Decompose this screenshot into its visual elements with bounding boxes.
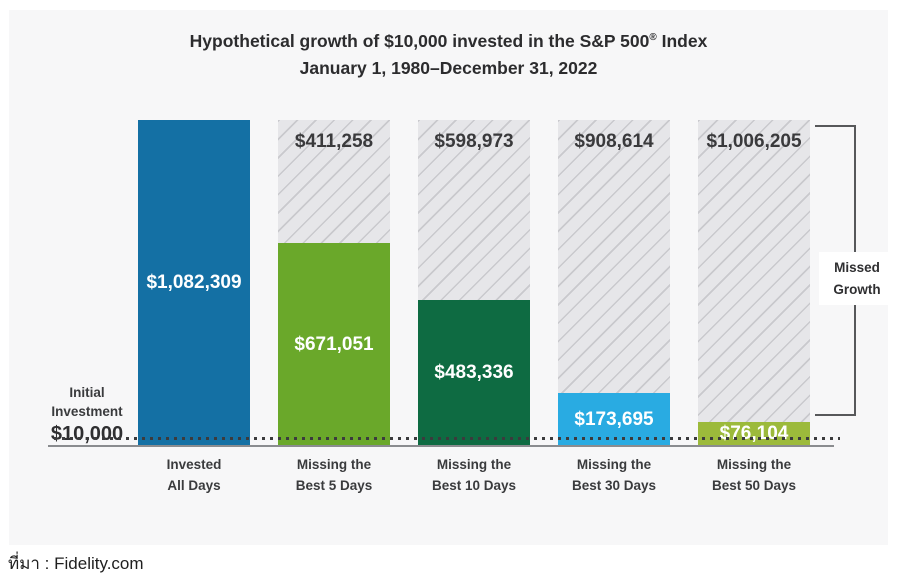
- bar-solid-segment: $173,695: [558, 393, 670, 445]
- bar-4: $908,614 $173,695: [558, 120, 670, 445]
- missed-growth-hatched-segment: $908,614: [558, 120, 670, 393]
- missed-growth-hatched-segment: $411,258: [278, 120, 390, 243]
- bar-solid-segment: $671,051: [278, 243, 390, 445]
- missed-value-label: $908,614: [574, 131, 654, 152]
- missed-value-label: $598,973: [434, 131, 514, 152]
- bar-2: $411,258 $671,051: [278, 120, 390, 445]
- missed-growth-bracket-top-arm: [815, 125, 856, 127]
- bar-value-label: $483,336: [434, 362, 514, 383]
- registered-mark: ®: [649, 32, 657, 44]
- bar-solid-segment: $483,336: [418, 300, 530, 445]
- bar-value-label: $1,082,309: [146, 272, 242, 293]
- category-label: Missing the Best 30 Days: [571, 457, 657, 493]
- category-label: Missing the Best 5 Days: [295, 457, 373, 493]
- bar-value-label: $173,695: [574, 408, 654, 430]
- x-axis-line: [48, 445, 834, 447]
- bar-value-label: $76,104: [719, 423, 789, 444]
- missed-growth-label: Missed Growth: [819, 252, 895, 306]
- bar-1: $1,082,309: [138, 120, 250, 445]
- chart-title: Hypothetical growth of $10,000 invested …: [9, 28, 888, 82]
- bar-value-label: $671,051: [294, 333, 374, 355]
- initial-investment-amount: $10,000: [50, 422, 124, 445]
- missed-growth-hatched-segment: $598,973: [418, 120, 530, 300]
- chart-title-line2: January 1, 1980–December 31, 2022: [299, 58, 598, 79]
- bar-solid-segment: $76,104: [698, 422, 810, 445]
- missed-value-label: $1,006,205: [706, 131, 802, 152]
- initial-investment-dotted-line: [54, 437, 840, 440]
- chart-panel: Hypothetical growth of $10,000 invested …: [9, 10, 895, 545]
- category-label: Missing the Best 50 Days: [711, 457, 797, 493]
- chart-title-line1: Hypothetical growth of $10,000 invested …: [189, 31, 708, 51]
- bar-5: $1,006,205 $76,104: [698, 120, 810, 445]
- missed-growth-bracket-bottom-arm: [815, 414, 856, 416]
- source-credit: ที่มา : Fidelity.com: [8, 554, 144, 573]
- missed-value-label: $411,258: [294, 131, 374, 152]
- category-label: Invested All Days: [166, 457, 222, 493]
- missed-growth-hatched-segment: $1,006,205: [698, 120, 810, 422]
- bar-solid-segment: $1,082,309: [138, 120, 250, 445]
- category-label: Missing the Best 10 Days: [431, 457, 517, 493]
- bar-3: $598,973 $483,336: [418, 120, 530, 445]
